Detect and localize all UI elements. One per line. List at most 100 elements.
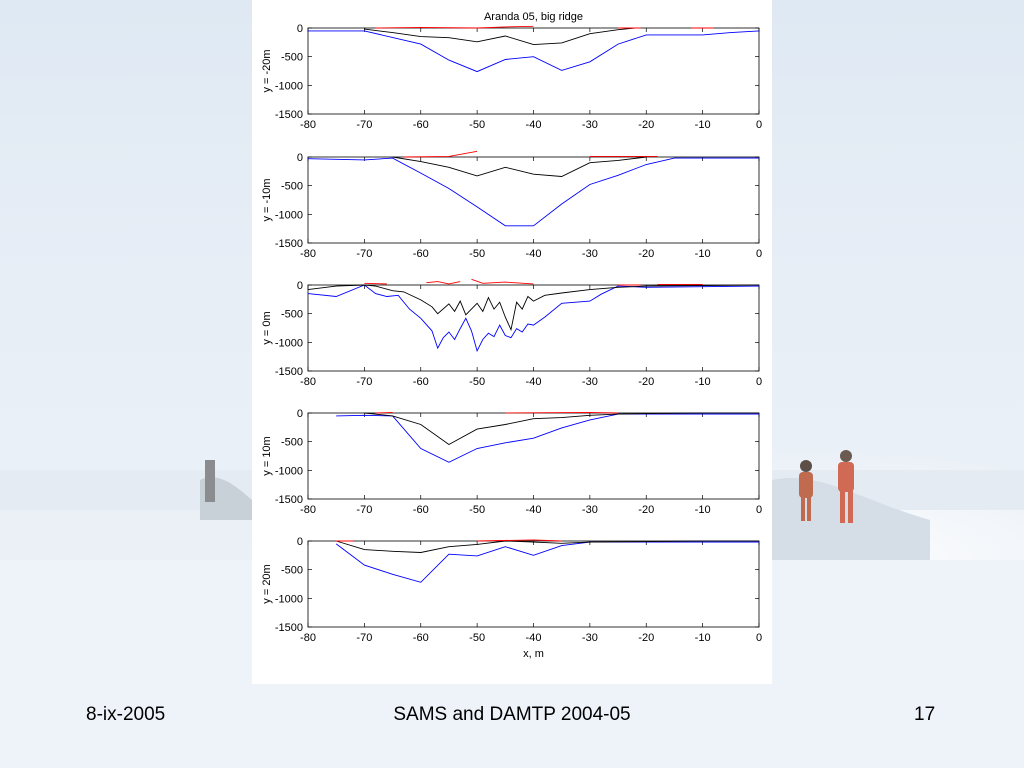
x-tick-label: 0 (756, 376, 762, 388)
distant-post (205, 460, 215, 502)
y-tick-label: -500 (281, 181, 303, 193)
y-tick-label: -1500 (275, 366, 303, 378)
y-axis-label: y = 0m (261, 311, 273, 344)
plot-area (307, 540, 760, 628)
x-tick-label: -60 (413, 632, 429, 644)
footer-date: 8-ix-2005 (86, 704, 166, 725)
x-tick-label: -10 (695, 119, 711, 131)
x-tick-label: 0 (756, 504, 762, 516)
x-tick-label: -70 (356, 248, 372, 260)
x-tick-label: -30 (582, 119, 598, 131)
chart-panel-5: -80 -70 -60 -50 -40 -30 -20 -10 00-500-1000-1500… (261, 536, 762, 660)
x-tick-label: -10 (695, 248, 711, 260)
series-line-4 (505, 411, 619, 414)
figure-panel: -80 -70 -60 -50 -40 -30 -20 -10 0 0 -500 -1000 -1500… (252, 0, 772, 684)
plot-area (307, 27, 760, 115)
series-line-3 (403, 150, 478, 158)
x-tick-label: -40 (526, 504, 542, 516)
footer-page-number: 17 (914, 704, 936, 725)
series-line-2 (392, 156, 647, 177)
x-tick-label: -60 (413, 376, 429, 388)
y-tick-label: -1000 (275, 593, 303, 605)
x-tick-label: -30 (582, 248, 598, 260)
y-tick-label: -500 (281, 437, 303, 449)
x-tick-label: -50 (469, 248, 485, 260)
x-tick-label: -80 (300, 119, 316, 131)
y-tick-label: 0 (297, 536, 303, 548)
ridge-profile-charts: -80 -70 -60 -50 -40 -30 -20 -10 00-500-1000-1500… (261, 11, 762, 660)
x-tick-label: 0 (756, 248, 762, 260)
series-line-4 (426, 281, 461, 285)
x-tick-label: -70 (356, 504, 372, 516)
series-line-3 (364, 282, 387, 285)
y-axis-label: y = -20m (261, 49, 273, 92)
series-line-2 (307, 284, 760, 332)
x-tick-label: -50 (469, 632, 485, 644)
x-tick-label: -70 (356, 376, 372, 388)
x-tick-label: -60 (413, 248, 429, 260)
series-line-2 (336, 540, 759, 553)
footer-title: SAMS and DAMTP 2004-05 (393, 704, 631, 725)
chart-title: Aranda 05, big ridge (484, 11, 583, 23)
y-tick-label: -500 (281, 565, 303, 577)
x-tick-label: -30 (582, 504, 598, 516)
x-tick-label: -70 (356, 632, 372, 644)
y-tick-label: -1500 (275, 494, 303, 506)
series-line-1 (307, 157, 759, 227)
x-axis-label: x, m (523, 648, 544, 660)
x-tick-label: -10 (695, 376, 711, 388)
y-tick-label: -1500 (275, 622, 303, 634)
x-tick-label: -20 (638, 248, 654, 260)
x-tick-label: -50 (469, 376, 485, 388)
y-tick-label: 0 (297, 280, 303, 292)
y-tick-label: -1500 (275, 238, 303, 250)
chart-panel-4: -80 -70 -60 -50 -40 -30 -20 -10 00-500-1000-1500… (261, 408, 762, 516)
x-tick-label: -30 (582, 632, 598, 644)
x-tick-label: -20 (638, 376, 654, 388)
series-line-4 (477, 539, 562, 542)
y-tick-label: 0 (297, 152, 303, 164)
x-tick-label: -60 (413, 504, 429, 516)
x-tick-label: 0 (756, 632, 762, 644)
y-tick-label: -1000 (275, 80, 303, 92)
x-tick-label: -10 (695, 504, 711, 516)
y-tick-label: -500 (281, 52, 303, 64)
y-tick-label: -1500 (275, 109, 303, 121)
series-line-5 (471, 278, 534, 285)
x-tick-label: 0 (756, 119, 762, 131)
x-tick-label: -40 (526, 119, 542, 131)
series-line-2 (364, 412, 759, 446)
plot-area (307, 156, 760, 244)
plot-area (307, 412, 760, 500)
plot-area (307, 284, 760, 372)
x-tick-label: -50 (469, 119, 485, 131)
x-tick-label: -80 (300, 376, 316, 388)
y-tick-label: 0 (297, 408, 303, 420)
chart-panel-1: -80 -70 -60 -50 -40 -30 -20 -10 00-500-1000-1500… (261, 11, 762, 131)
x-tick-label: -40 (526, 632, 542, 644)
x-tick-label: -80 (300, 504, 316, 516)
y-tick-label: -1000 (275, 209, 303, 221)
y-tick-label: 0 (297, 23, 303, 35)
y-tick-label: -1000 (275, 337, 303, 349)
series-line-3 (375, 25, 534, 29)
y-axis-label: y = 10m (261, 436, 273, 475)
y-tick-label: -1000 (275, 465, 303, 477)
x-tick-label: -20 (638, 632, 654, 644)
y-axis-label: y = 20m (261, 564, 273, 603)
x-tick-label: -80 (300, 248, 316, 260)
series-line-1 (335, 541, 759, 583)
series-line-1 (308, 30, 760, 73)
x-tick-label: -10 (695, 632, 711, 644)
x-tick-label: -70 (356, 119, 372, 131)
x-tick-label: -40 (526, 248, 542, 260)
x-tick-label: -40 (526, 376, 542, 388)
y-tick-label: -500 (281, 309, 303, 321)
y-axis-label: y = -10m (261, 178, 273, 221)
x-tick-label: -20 (638, 504, 654, 516)
x-tick-label: -80 (300, 632, 316, 644)
x-tick-label: -60 (413, 119, 429, 131)
person-figure-1 (799, 460, 813, 521)
chart-panel-2: -80 -70 -60 -50 -40 -30 -20 -10 00-500-1000-1500… (261, 150, 762, 260)
person-figure-2 (838, 450, 854, 523)
